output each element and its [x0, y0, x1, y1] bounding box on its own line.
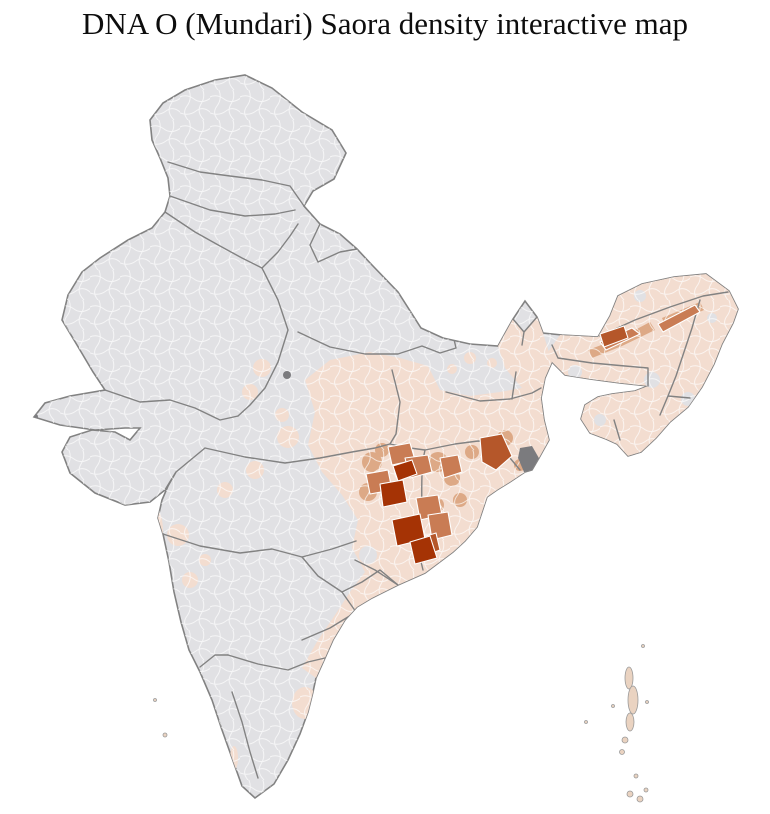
andaman-nicobar-islands[interactable]: [153, 644, 649, 803]
hotspot-districts[interactable]: [365, 304, 701, 565]
map-title: DNA O (Mundari) Saora density interactiv…: [81, 6, 689, 41]
sundarbans-delta[interactable]: [518, 446, 540, 472]
map-district-core[interactable]: [379, 459, 438, 565]
